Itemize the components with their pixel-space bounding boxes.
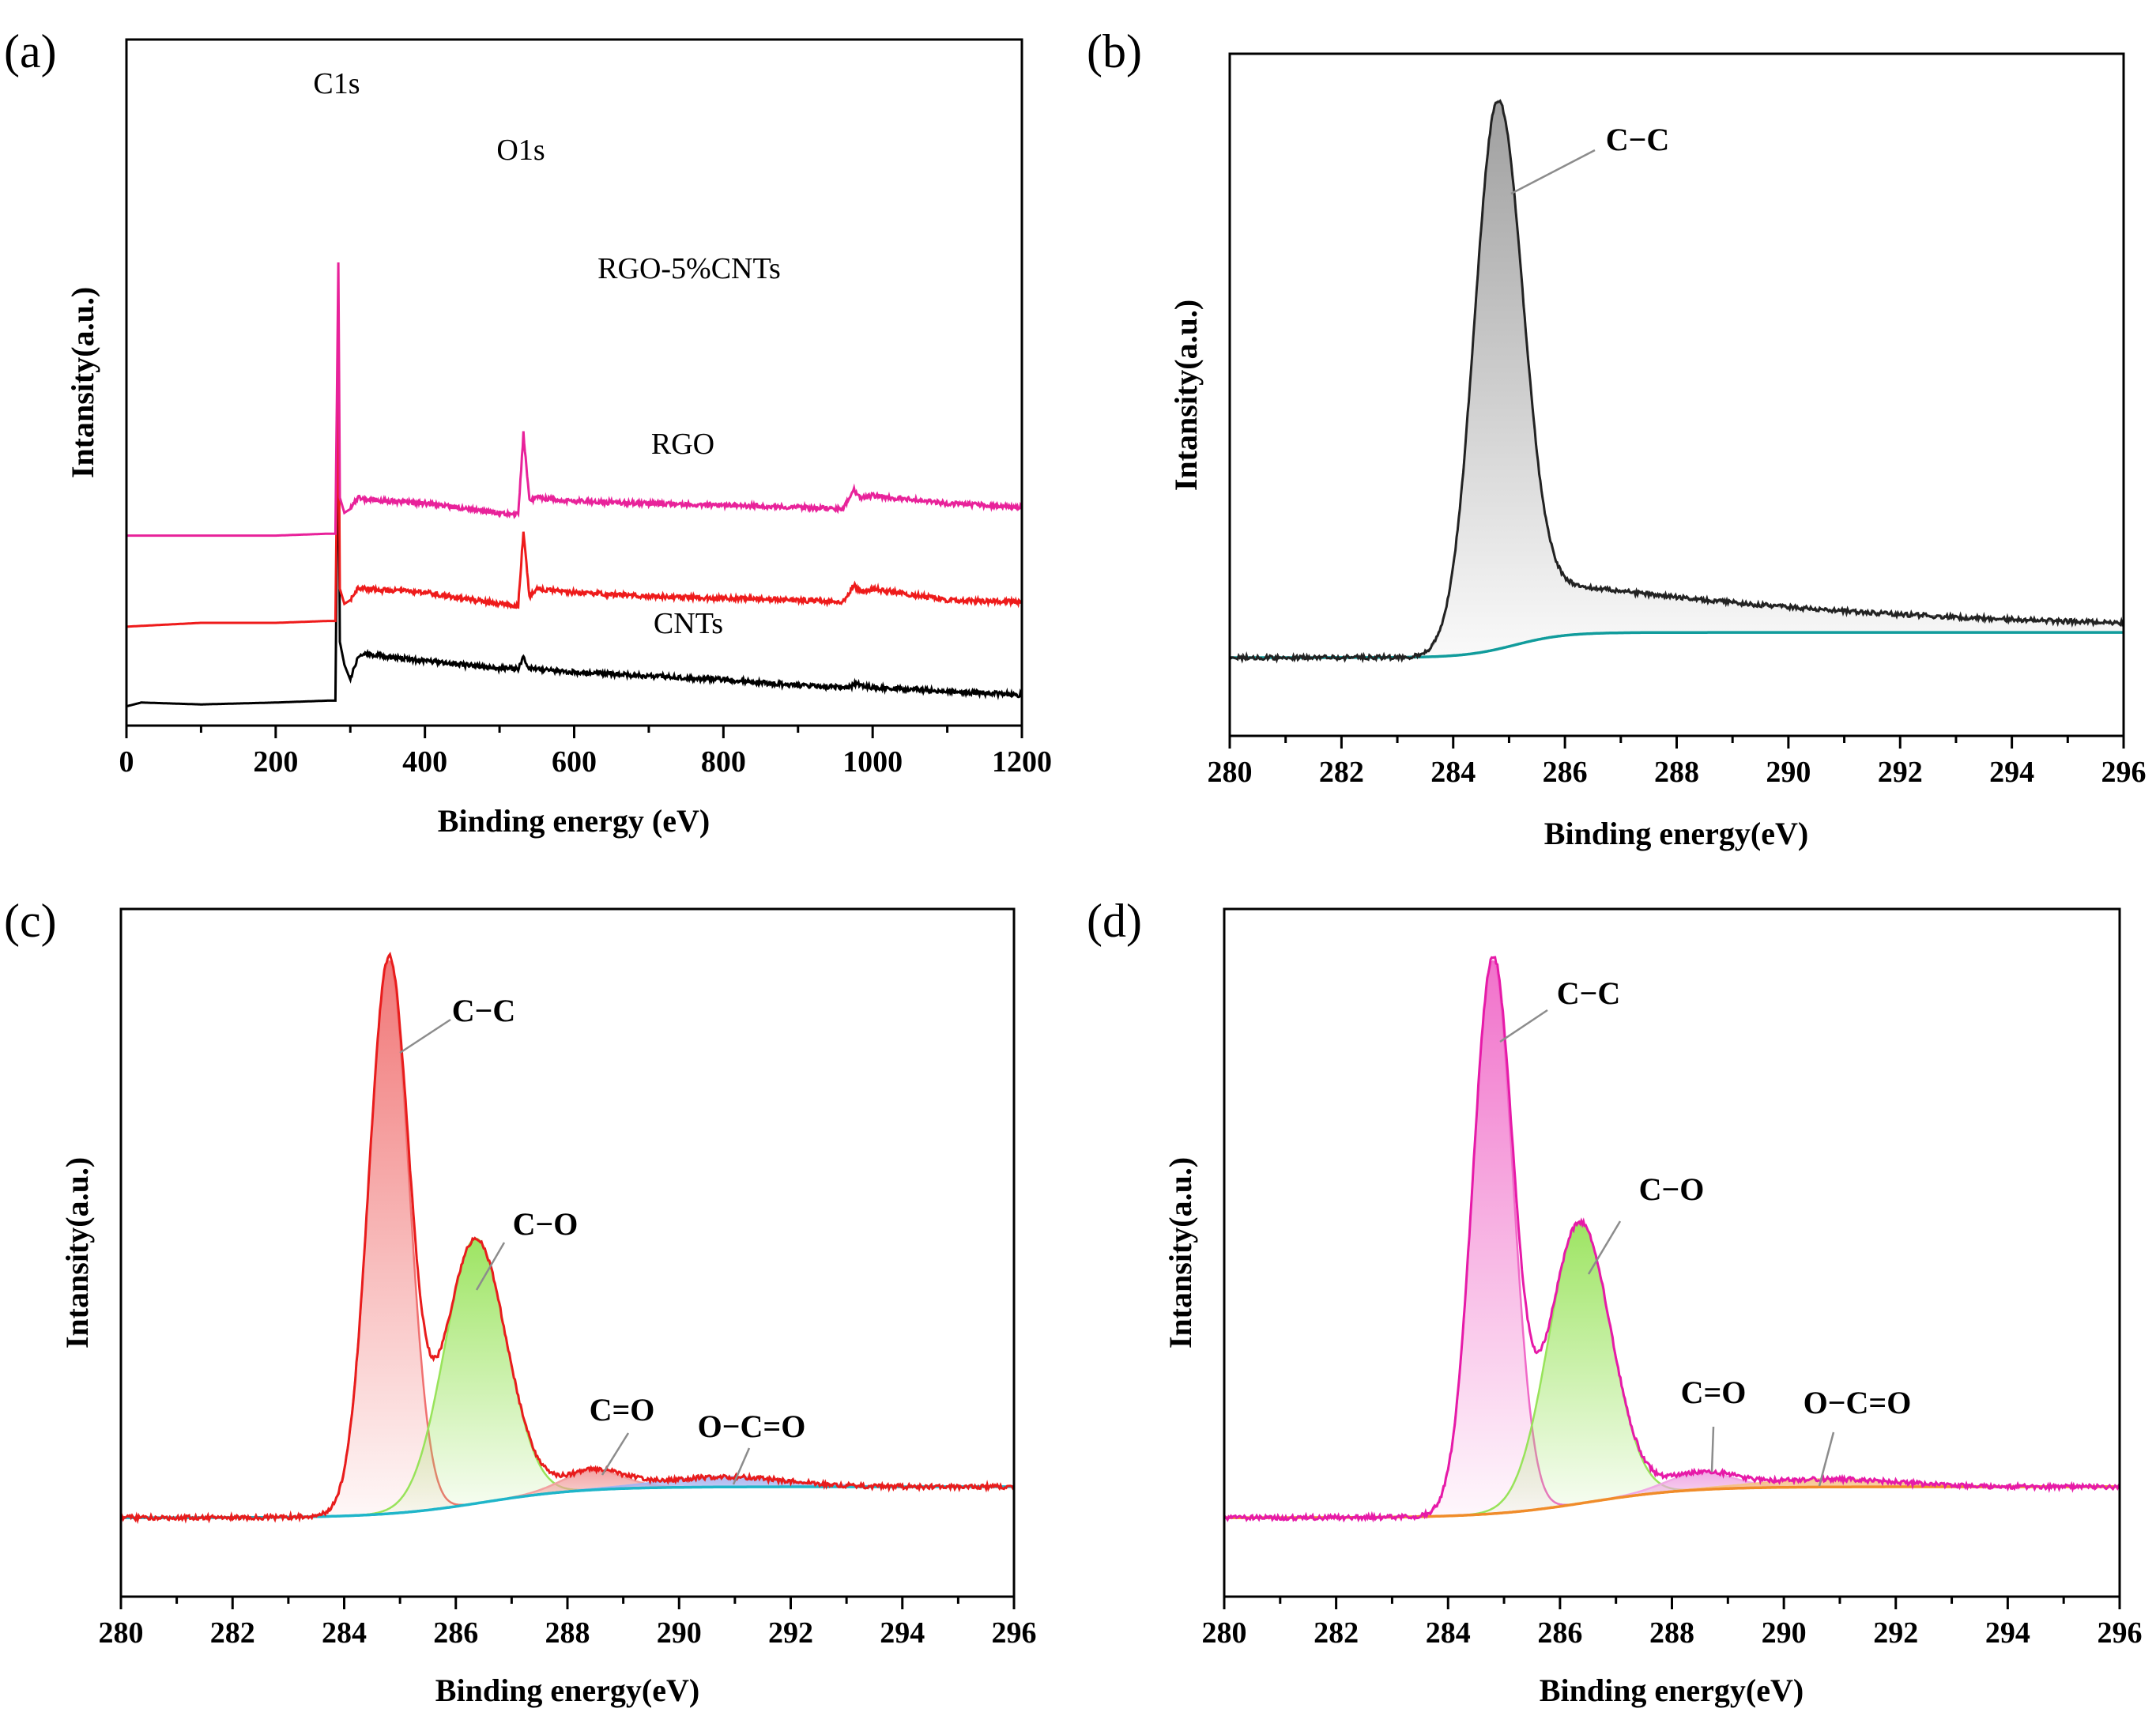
annotation-cc-b: C−C [1606, 122, 1670, 157]
x-tick-label: 280 [99, 1616, 144, 1650]
annotation-oceo-c: O−C=O [698, 1409, 806, 1444]
x-tick-label: 296 [2098, 1616, 2143, 1650]
background-line [121, 1485, 1014, 1519]
x-tick-label: 280 [1202, 1616, 1247, 1650]
series-line-cnts [126, 394, 1023, 708]
peak-curve-2 [1224, 1472, 2120, 1519]
x-tick-label: 296 [2101, 756, 2147, 789]
panel-label-a: (a) [4, 25, 57, 77]
leader-cc-b [1510, 149, 1596, 195]
leader-oceo-d [1818, 1431, 1835, 1487]
x-tick-label: 282 [210, 1616, 255, 1650]
leader-ceo-d [1710, 1426, 1715, 1473]
x-tick-label: 290 [1762, 1616, 1807, 1650]
x-tick-label: 800 [701, 745, 746, 779]
leader-oceo-c [732, 1447, 751, 1485]
annotation-cc-c: C−C [452, 993, 516, 1028]
leader-ceo-c [601, 1432, 630, 1476]
x-tick-label: 294 [880, 1616, 925, 1650]
x-tick-label: 200 [253, 745, 298, 779]
panel-label-c: (c) [4, 895, 57, 947]
peak-fill-2 [1224, 1473, 2120, 1518]
annotation-co-d: C−O [1639, 1171, 1705, 1207]
plot-frame-c [119, 907, 1016, 1598]
y-axis-title-c: Intansity(a.u.) [59, 1157, 95, 1348]
peak-curve-0 [1224, 960, 2120, 1519]
y-axis-title-d: Intansity(a.u.) [1163, 1157, 1198, 1348]
label-rgo: RGO [651, 428, 714, 461]
peak-fill-1 [1224, 1221, 2120, 1518]
x-tick-label: 1200 [992, 745, 1052, 779]
x-axis-title-a: Binding energy (eV) [438, 803, 710, 839]
envelope-line [1228, 99, 2124, 664]
plot-frame-d [1223, 907, 2121, 1598]
x-tick-label: 288 [1654, 756, 1699, 789]
x-tick-label: 600 [552, 745, 597, 779]
x-tick-label: 290 [1766, 756, 1811, 789]
x-tick-label: 286 [433, 1616, 478, 1650]
annotation-ceo-d: C=O [1681, 1375, 1747, 1410]
leader-co-d [1587, 1220, 1622, 1275]
annotation-oceo-d: O−C=O [1804, 1385, 1912, 1420]
x-tick-label: 292 [1878, 756, 1923, 789]
envelope-line [119, 952, 1016, 1525]
x-tick-label: 284 [1430, 756, 1476, 789]
leader-cc-c [399, 1018, 451, 1054]
x-tick-label: 286 [1543, 756, 1588, 789]
x-tick-label: 282 [1314, 1616, 1359, 1650]
x-tick-label: 284 [322, 1616, 367, 1650]
x-tick-label: 290 [657, 1616, 702, 1650]
x-tick-label: 1000 [842, 745, 903, 779]
x-axis-title-c: Binding energy(eV) [435, 1673, 699, 1708]
panel-b-cnts-c1s: (b) 280 282 284 286 288 290 292 294 296 Binding … [1087, 25, 2147, 851]
series-line-rgo [126, 360, 1023, 628]
panel-label-b: (b) [1087, 25, 1142, 77]
x-tick-label: 400 [402, 745, 447, 779]
x-tick-label: 296 [992, 1616, 1037, 1650]
x-tick-label: 292 [768, 1616, 813, 1650]
envelope-line [1223, 956, 2121, 1523]
x-axis-title-b: Binding energy(eV) [1544, 816, 1808, 851]
leader-cc-d [1499, 1009, 1548, 1043]
label-cnts: CNTs [654, 607, 723, 640]
panel-d-rgo-5cnts-c1s: (d) 280 282 284 286 288 290 292 294 296 Binding … [1087, 895, 2143, 1708]
x-tick-label: 284 [1426, 1616, 1471, 1650]
annotation-ceo-c: C=O [590, 1392, 655, 1427]
x-tick-label: 286 [1537, 1616, 1582, 1650]
x-tick-label: 294 [1989, 756, 2034, 789]
annotation-c1s: C1s [313, 67, 360, 100]
y-axis-title-b: Intansity(a.u.) [1168, 300, 1204, 491]
peak-curve-2 [121, 1469, 1014, 1519]
label-rgo-5cnts: RGO-5%CNTs [597, 252, 781, 285]
peak-fill-2 [121, 1470, 1014, 1518]
x-tick-label: 288 [545, 1616, 590, 1650]
peak-curve-1 [1224, 1220, 2120, 1519]
peak-fill-0 [1230, 100, 2124, 658]
peak-curve-0 [1230, 100, 2124, 659]
x-tick-label: 288 [1649, 1616, 1694, 1650]
leader-co-c [475, 1242, 506, 1291]
y-axis-title-a: Intansity(a.u.) [65, 287, 100, 478]
x-tick-label: 292 [1873, 1616, 1918, 1650]
x-tick-label: 294 [1985, 1616, 2030, 1650]
background-line [1224, 1485, 2120, 1519]
annotation-o1s: O1s [496, 134, 545, 167]
series-line-rgo-5-cnts [126, 262, 1023, 537]
annotation-co-c: C−O [513, 1206, 579, 1242]
x-tick-label: 280 [1208, 756, 1253, 789]
x-axis-title-d: Binding energy(eV) [1540, 1673, 1804, 1708]
panel-a-survey-spectrum: (a) 0 200 400 600 800 1000 1200 Binding energy… [4, 25, 1052, 839]
x-tick-label: 0 [119, 745, 134, 779]
annotation-cc-d: C−C [1557, 975, 1621, 1011]
peak-fill-0 [1224, 961, 2120, 1518]
panel-c-rgo-c1s: (c) 280 282 284 286 288 290 292 294 296 Binding … [4, 895, 1037, 1708]
x-tick-label: 282 [1319, 756, 1364, 789]
background-line [1230, 631, 2124, 659]
panel-label-d: (d) [1087, 895, 1142, 947]
